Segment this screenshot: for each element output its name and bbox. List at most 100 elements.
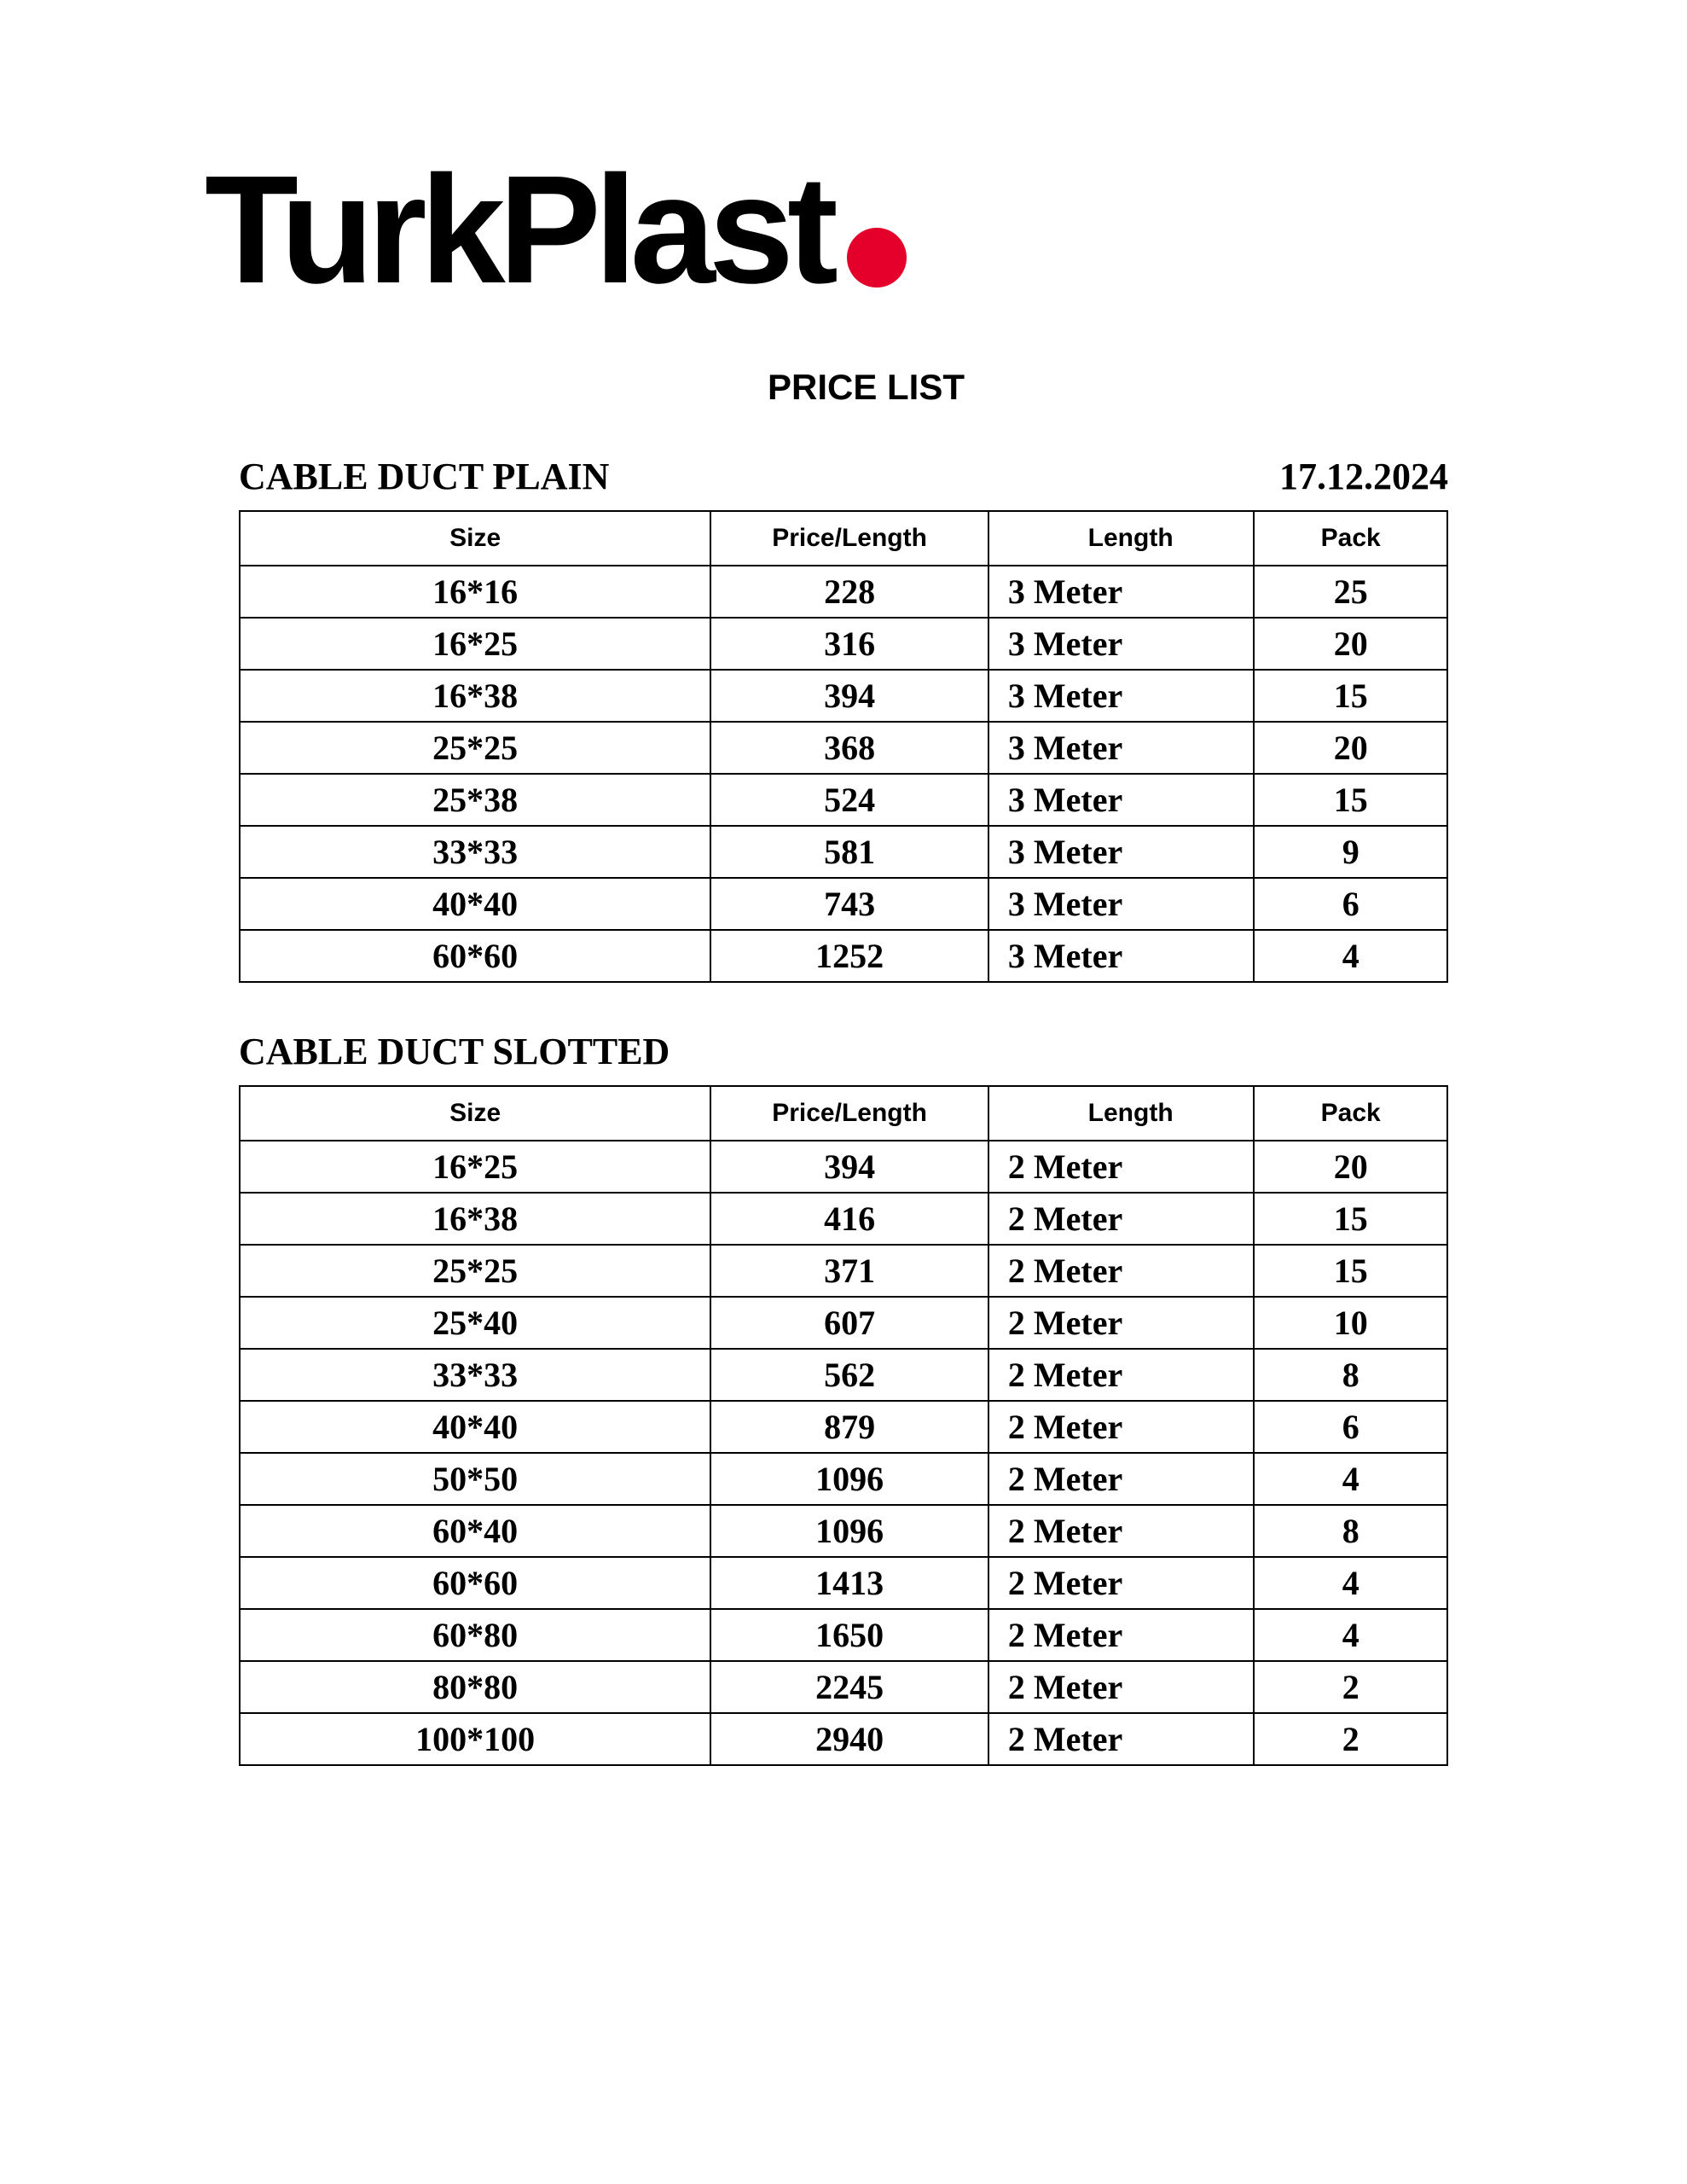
table-row: 25*253712 Meter15 bbox=[240, 1245, 1447, 1297]
cell-pack: 4 bbox=[1254, 1609, 1447, 1661]
cell-length: 2 Meter bbox=[988, 1609, 1255, 1661]
cell-size: 60*60 bbox=[240, 930, 710, 982]
cell-size: 16*16 bbox=[240, 566, 710, 618]
table-row: 16*384162 Meter15 bbox=[240, 1193, 1447, 1245]
cell-length: 2 Meter bbox=[988, 1349, 1255, 1401]
cell-price: 879 bbox=[710, 1401, 988, 1453]
cell-length: 3 Meter bbox=[988, 618, 1255, 670]
cell-price: 1096 bbox=[710, 1453, 988, 1505]
cell-length: 2 Meter bbox=[988, 1713, 1255, 1765]
cell-price: 1252 bbox=[710, 930, 988, 982]
table-row: 25*253683 Meter20 bbox=[240, 722, 1447, 774]
cell-price: 1096 bbox=[710, 1505, 988, 1557]
table-row: 16*383943 Meter15 bbox=[240, 670, 1447, 722]
cell-pack: 4 bbox=[1254, 1557, 1447, 1609]
cell-size: 33*33 bbox=[240, 1349, 710, 1401]
cell-price: 743 bbox=[710, 878, 988, 930]
cell-pack: 15 bbox=[1254, 1193, 1447, 1245]
price-table: SizePrice/LengthLengthPack16*253942 Mete… bbox=[239, 1085, 1448, 1766]
section-title: CABLE DUCT PLAIN bbox=[239, 455, 609, 498]
cell-pack: 20 bbox=[1254, 618, 1447, 670]
cell-price: 394 bbox=[710, 1141, 988, 1193]
cell-length: 2 Meter bbox=[988, 1557, 1255, 1609]
price-table: SizePrice/LengthLengthPack16*162283 Mete… bbox=[239, 510, 1448, 983]
logo-dot-icon bbox=[847, 228, 907, 288]
cell-size: 25*38 bbox=[240, 774, 710, 826]
cell-pack: 6 bbox=[1254, 1401, 1447, 1453]
cell-price: 394 bbox=[710, 670, 988, 722]
cell-pack: 15 bbox=[1254, 774, 1447, 826]
cell-length: 3 Meter bbox=[988, 722, 1255, 774]
cell-pack: 10 bbox=[1254, 1297, 1447, 1349]
cell-length: 2 Meter bbox=[988, 1661, 1255, 1713]
cell-size: 60*40 bbox=[240, 1505, 710, 1557]
cell-price: 607 bbox=[710, 1297, 988, 1349]
cell-length: 3 Meter bbox=[988, 566, 1255, 618]
cell-length: 2 Meter bbox=[988, 1401, 1255, 1453]
cell-price: 368 bbox=[710, 722, 988, 774]
cell-price: 371 bbox=[710, 1245, 988, 1297]
cell-size: 25*40 bbox=[240, 1297, 710, 1349]
table-column-header: Length bbox=[988, 1086, 1255, 1141]
cell-price: 581 bbox=[710, 826, 988, 878]
cell-price: 1650 bbox=[710, 1609, 988, 1661]
cell-pack: 20 bbox=[1254, 722, 1447, 774]
document-date: 17.12.2024 bbox=[1279, 455, 1448, 498]
table-row: 16*253163 Meter20 bbox=[240, 618, 1447, 670]
cell-length: 3 Meter bbox=[988, 670, 1255, 722]
cell-price: 524 bbox=[710, 774, 988, 826]
cell-size: 16*25 bbox=[240, 1141, 710, 1193]
cell-size: 25*25 bbox=[240, 1245, 710, 1297]
cell-price: 416 bbox=[710, 1193, 988, 1245]
cell-size: 16*38 bbox=[240, 1193, 710, 1245]
table-row: 16*253942 Meter20 bbox=[240, 1141, 1447, 1193]
cell-length: 2 Meter bbox=[988, 1297, 1255, 1349]
section-title: CABLE DUCT SLOTTED bbox=[239, 1030, 670, 1073]
cell-price: 228 bbox=[710, 566, 988, 618]
table-column-header: Pack bbox=[1254, 511, 1447, 566]
cell-length: 2 Meter bbox=[988, 1245, 1255, 1297]
table-column-header: Price/Length bbox=[710, 1086, 988, 1141]
page-title: PRICE LIST bbox=[768, 367, 1448, 408]
table-row: 25*406072 Meter10 bbox=[240, 1297, 1447, 1349]
table-row: 33*335813 Meter9 bbox=[240, 826, 1447, 878]
cell-size: 40*40 bbox=[240, 878, 710, 930]
cell-size: 100*100 bbox=[240, 1713, 710, 1765]
cell-length: 3 Meter bbox=[988, 826, 1255, 878]
cell-size: 16*38 bbox=[240, 670, 710, 722]
cell-pack: 15 bbox=[1254, 670, 1447, 722]
cell-pack: 4 bbox=[1254, 930, 1447, 982]
cell-pack: 4 bbox=[1254, 1453, 1447, 1505]
cell-length: 3 Meter bbox=[988, 930, 1255, 982]
cell-size: 16*25 bbox=[240, 618, 710, 670]
cell-pack: 9 bbox=[1254, 826, 1447, 878]
cell-size: 25*25 bbox=[240, 722, 710, 774]
cell-size: 50*50 bbox=[240, 1453, 710, 1505]
table-column-header: Size bbox=[240, 511, 710, 566]
cell-price: 316 bbox=[710, 618, 988, 670]
logo-text: TurkPlast bbox=[205, 154, 832, 307]
table-row: 25*385243 Meter15 bbox=[240, 774, 1447, 826]
cell-price: 562 bbox=[710, 1349, 988, 1401]
table-header-row: SizePrice/LengthLengthPack bbox=[240, 511, 1447, 566]
cell-length: 3 Meter bbox=[988, 774, 1255, 826]
cell-pack: 6 bbox=[1254, 878, 1447, 930]
cell-size: 60*60 bbox=[240, 1557, 710, 1609]
cell-length: 2 Meter bbox=[988, 1505, 1255, 1557]
cell-size: 33*33 bbox=[240, 826, 710, 878]
cell-price: 2940 bbox=[710, 1713, 988, 1765]
cell-pack: 15 bbox=[1254, 1245, 1447, 1297]
cell-pack: 2 bbox=[1254, 1661, 1447, 1713]
cell-length: 2 Meter bbox=[988, 1193, 1255, 1245]
table-row: 60*6014132 Meter4 bbox=[240, 1557, 1447, 1609]
table-row: 100*10029402 Meter2 bbox=[240, 1713, 1447, 1765]
table-row: 80*8022452 Meter2 bbox=[240, 1661, 1447, 1713]
section-spacer bbox=[239, 983, 1448, 1030]
table-column-header: Pack bbox=[1254, 1086, 1447, 1141]
table-row: 60*6012523 Meter4 bbox=[240, 930, 1447, 982]
cell-size: 60*80 bbox=[240, 1609, 710, 1661]
cell-pack: 2 bbox=[1254, 1713, 1447, 1765]
cell-length: 3 Meter bbox=[988, 878, 1255, 930]
cell-size: 40*40 bbox=[240, 1401, 710, 1453]
section-header: CABLE DUCT PLAIN 17.12.2024 bbox=[239, 455, 1448, 498]
